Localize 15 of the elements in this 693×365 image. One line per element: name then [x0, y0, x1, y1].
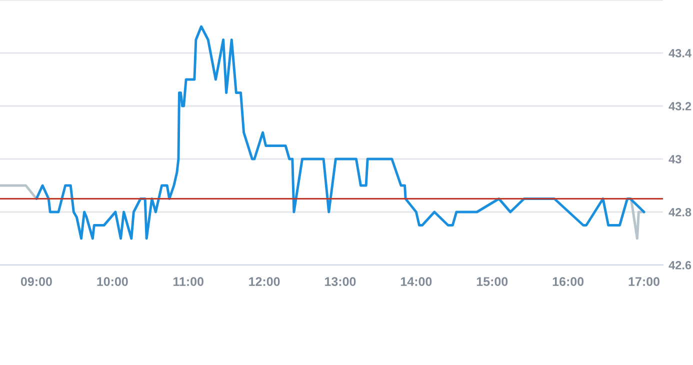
- y-tick-label: 43.4: [668, 49, 692, 58]
- x-tick-label: 16:00: [552, 277, 584, 286]
- x-tick-label: 09:00: [20, 277, 52, 286]
- y-tick-label: 43: [668, 155, 682, 164]
- y-tick-label: 42.8: [668, 208, 692, 216]
- x-tick-label: 14:00: [400, 277, 432, 286]
- y-tick-label: 42.6: [668, 261, 692, 270]
- x-tick-label: 10:00: [97, 277, 128, 286]
- x-tick-label: 17:00: [628, 277, 660, 286]
- line-series: [35, 25, 646, 240]
- x-tick-label: 12:00: [249, 277, 280, 286]
- y-tick-label: 43.2: [668, 102, 692, 110]
- x-tick-label: 13:00: [325, 277, 356, 286]
- x-tick-label: 15:00: [476, 277, 508, 286]
- x-tick-label: 11:00: [173, 277, 204, 286]
